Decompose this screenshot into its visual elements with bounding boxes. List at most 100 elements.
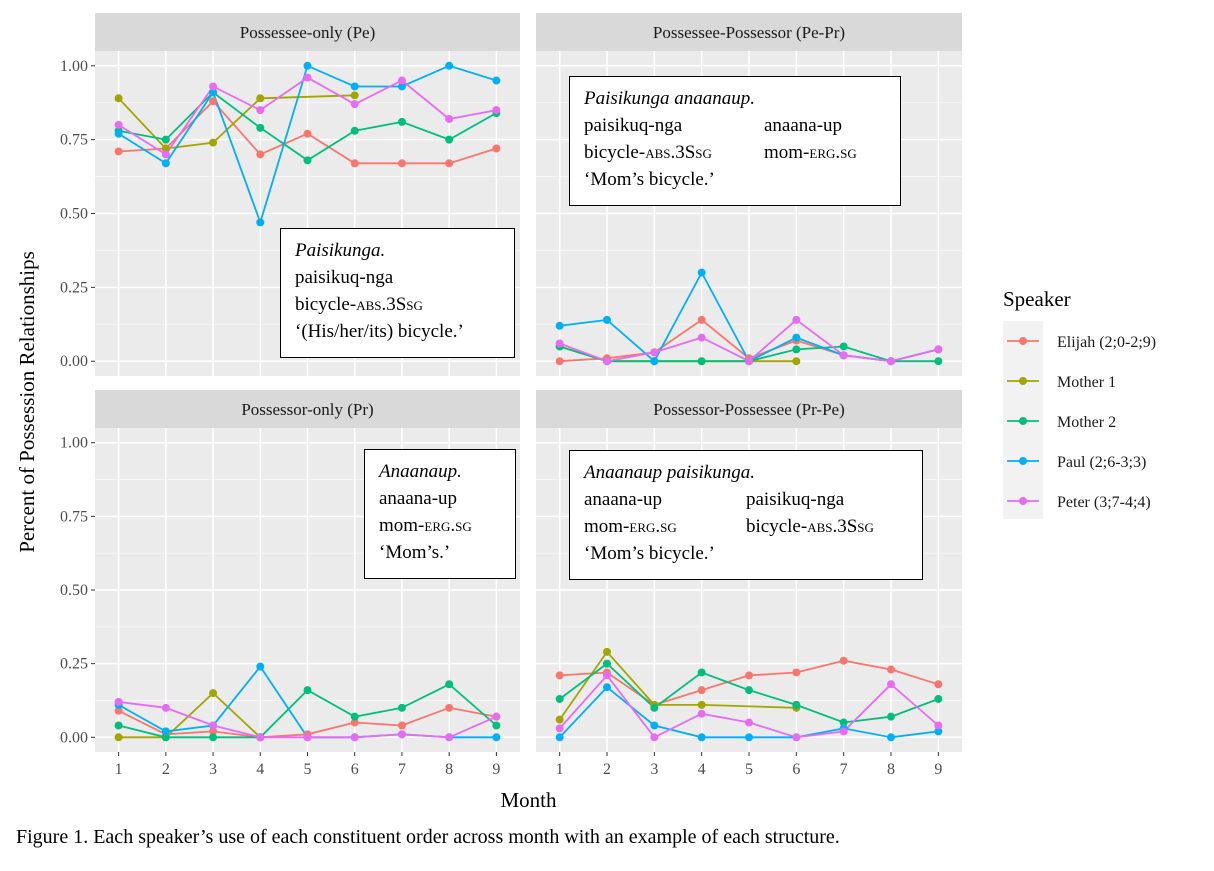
legend-title: Speaker [1003, 287, 1071, 311]
data-point [697, 357, 706, 366]
legend-key-point [1019, 457, 1027, 465]
data-point [492, 712, 501, 721]
x-tick-label: 3 [650, 761, 658, 778]
x-tick-label: 9 [934, 761, 942, 778]
data-point [397, 721, 406, 730]
data-point [887, 712, 895, 721]
y-axis-title: Percent of Possession Relationships [15, 251, 39, 553]
data-point [350, 712, 359, 721]
x-tick-label: 1 [556, 761, 564, 778]
x-tick-label: 6 [792, 761, 800, 778]
data-point [697, 700, 706, 709]
data-point [209, 733, 218, 742]
data-point [934, 357, 943, 366]
example-translation: ‘(His/her/its) bicycle.’ [295, 321, 464, 342]
legend-label: Mother 1 [1057, 374, 1116, 391]
x-tick-label: 9 [492, 761, 500, 778]
data-point [256, 123, 265, 132]
data-point [603, 315, 611, 324]
y-tick-label: 0.75 [60, 508, 88, 525]
data-point [209, 88, 218, 97]
data-point [934, 680, 943, 689]
data-point [839, 351, 848, 360]
data-point [745, 718, 753, 727]
data-point [256, 150, 265, 159]
data-point [161, 150, 170, 159]
data-point [745, 671, 753, 680]
data-point [161, 733, 170, 742]
data-point [492, 106, 501, 115]
data-point [934, 345, 943, 354]
panel-title: Possessee-Possessor (Pe-Pr) [653, 23, 845, 42]
data-point [492, 144, 501, 153]
x-tick-label: 7 [398, 761, 406, 778]
data-point [397, 159, 406, 168]
data-point [209, 138, 218, 147]
y-tick-label: 0.75 [60, 132, 88, 149]
data-point [397, 730, 406, 739]
data-point [839, 656, 848, 665]
panel-title: Possessor-only (Pr) [241, 400, 373, 419]
data-point [555, 733, 564, 742]
data-point [934, 694, 943, 703]
example-box-pr-pe: Anaanaup paisikunga. anaana-up paisikuq-n… [569, 450, 923, 580]
panel-strip [536, 390, 962, 428]
panel-3: Possessor-Possessee (Pr-Pe) 1 2 3 4 5 6 7 8 9 [536, 390, 962, 778]
example-morphemes: paisikuq-nga anaana-up [584, 115, 843, 136]
data-point [445, 680, 454, 689]
x-tick-label: 2 [603, 761, 611, 778]
data-point [114, 721, 123, 730]
data-point [161, 144, 170, 153]
y-tick-label: 0.25 [60, 656, 88, 673]
data-point [303, 129, 312, 138]
panel-title: Possessor-Possessee (Pr-Pe) [653, 400, 845, 419]
data-point [650, 733, 659, 742]
figure-caption: Figure 1. Each speaker’s use of each con… [16, 826, 840, 848]
data-point [792, 733, 801, 742]
data-point [209, 97, 218, 106]
data-point [445, 61, 454, 70]
legend-key-point [1019, 417, 1027, 425]
data-point [161, 727, 170, 736]
data-point [697, 268, 706, 277]
example-translation: ‘Mom’s bicycle.’ [584, 543, 715, 564]
panel-strip [536, 13, 962, 51]
data-point [697, 315, 706, 324]
data-point [114, 94, 123, 103]
data-point [650, 721, 659, 730]
example-translation: ‘Mom’s bicycle.’ [584, 169, 715, 190]
y-tick-label: 1.00 [60, 435, 88, 452]
legend-label: Mother 2 [1057, 414, 1116, 431]
data-point [303, 61, 312, 70]
x-tick-label: 8 [887, 761, 895, 778]
panel-strip [95, 390, 520, 428]
data-point [350, 82, 359, 91]
data-point [303, 686, 312, 695]
y-tick-label: 0.50 [60, 206, 88, 223]
data-point [397, 76, 406, 85]
y-tick-label: 1.00 [60, 58, 88, 75]
data-point [650, 357, 659, 366]
data-point [603, 659, 611, 668]
x-axis-title: Month [500, 788, 557, 812]
data-point [256, 106, 265, 115]
example-box-pe: Paisikunga. paisikuq-nga bicycle-abs.3Ss… [280, 228, 515, 358]
data-point [839, 727, 848, 736]
example-morphemes: anaana-up paisikuq-nga [584, 489, 845, 510]
data-point [887, 733, 895, 742]
legend: Speaker Elijah (2;0-2;9) Mother 1 Mother 2 P… [1003, 287, 1156, 519]
data-point [792, 668, 801, 677]
panel-strip [95, 13, 520, 51]
data-point [555, 321, 564, 330]
x-tick-label: 6 [351, 761, 359, 778]
panel-title: Possessee-only (Pe) [240, 23, 376, 42]
legend-key-point [1019, 377, 1027, 385]
data-point [839, 718, 848, 727]
data-point [555, 724, 564, 733]
data-point [934, 727, 943, 736]
data-point [256, 733, 265, 742]
data-point [745, 686, 753, 695]
legend-key-point [1019, 497, 1027, 505]
example-title: Anaanaup. [379, 461, 462, 482]
y-tick-label: 0.00 [60, 729, 88, 746]
